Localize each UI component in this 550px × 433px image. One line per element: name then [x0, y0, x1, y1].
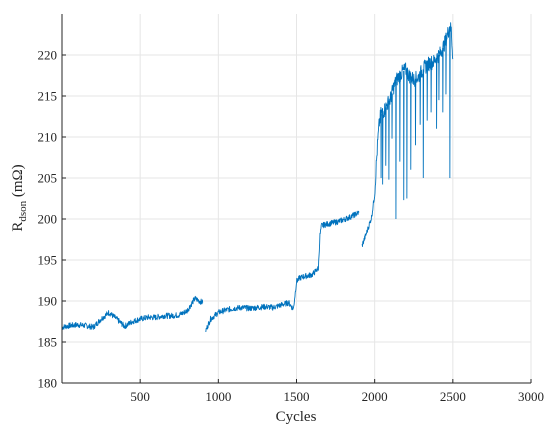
y-tick-label: 200: [38, 212, 58, 227]
y-tick-label: 185: [38, 335, 58, 350]
series-line-segment: [361, 22, 454, 248]
y-tick-label: 220: [38, 48, 58, 63]
data-series: [61, 22, 454, 333]
y-axis-title-subscript: dson: [17, 200, 29, 221]
x-tick-label: 500: [130, 389, 150, 404]
y-axis-ticks: 180 185 190 195 200 205 210 215 220: [38, 48, 66, 391]
y-axis-title: Rdson (mΩ): [10, 164, 29, 231]
series-line-segment: [61, 295, 204, 330]
y-tick-label: 205: [38, 171, 58, 186]
x-tick-label: 3000: [518, 389, 544, 404]
x-tick-label: 1500: [284, 389, 310, 404]
y-tick-label: 215: [38, 89, 58, 104]
x-tick-label: 2500: [440, 389, 466, 404]
y-tick-label: 180: [38, 376, 58, 391]
x-tick-label: 1000: [205, 389, 231, 404]
y-axis-title-unit: (mΩ): [10, 164, 26, 201]
x-axis-title: Cycles: [276, 409, 317, 425]
y-tick-label: 195: [38, 253, 58, 268]
x-tick-label: 2000: [362, 389, 388, 404]
x-axis-ticks: 500 1000 1500 2000 2500 3000: [130, 379, 544, 404]
grid-lines: [62, 14, 532, 384]
y-axis-title-main: R: [10, 222, 26, 232]
series-line-segment: [205, 210, 360, 333]
y-tick-label: 190: [38, 294, 58, 309]
y-tick-label: 210: [38, 130, 58, 145]
